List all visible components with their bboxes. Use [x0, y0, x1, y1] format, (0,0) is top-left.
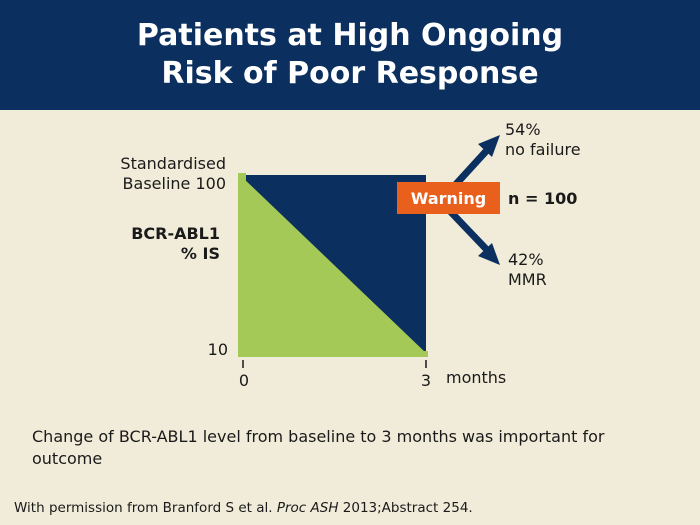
warning-badge: Warning — [397, 182, 500, 214]
y-bottom-label: 10 — [207, 340, 228, 359]
slide-caption: Change of BCR-ABL1 level from baseline t… — [32, 427, 605, 468]
x-axis-bar — [238, 351, 428, 357]
slide-header: Patients at High Ongoing Risk of Poor Re… — [0, 0, 700, 110]
y-axis-bar — [238, 173, 246, 355]
citation-suffix: 2013;Abstract 254. — [338, 500, 473, 516]
outcome-down-line-1: 42% — [508, 250, 544, 269]
green-triangle — [240, 175, 426, 353]
y-axis-title-line-1: BCR-ABL1 — [131, 224, 220, 243]
arrow-down-head — [478, 243, 500, 265]
y-top-label: Standardised Baseline 100 — [90, 154, 226, 194]
outcome-up-line-1: 54% — [505, 120, 541, 139]
x-unit-label: months — [446, 368, 507, 387]
arrow-down-shaft — [444, 205, 492, 255]
arrow-up-head — [478, 135, 500, 157]
x-tick-label-3: 3 — [420, 371, 432, 390]
outcome-down-line-2: MMR — [508, 270, 547, 289]
citation-footer: With permission from Branford S et al. P… — [14, 500, 473, 516]
y-top-label-line-1: Standardised — [120, 154, 226, 173]
outcome-up: 54% no failure — [505, 120, 581, 160]
slide-title: Patients at High Ongoing Risk of Poor Re… — [50, 17, 650, 93]
outcome-down: 42% MMR — [508, 250, 547, 290]
x-tick-label-0: 0 — [238, 371, 250, 390]
citation-prefix: With permission from Branford S et al. — [14, 500, 277, 516]
title-line-1: Patients at High Ongoing — [136, 18, 564, 53]
outcome-up-line-2: no failure — [505, 140, 581, 159]
citation-journal: Proc ASH — [276, 500, 339, 516]
y-axis-title: BCR-ABL1 % IS — [100, 224, 220, 264]
title-line-2: Risk of Poor Response — [161, 56, 539, 91]
n-label: n = 100 — [508, 189, 578, 208]
y-axis-title-line-2: % IS — [180, 244, 220, 263]
y-top-label-line-2: Baseline 100 — [122, 174, 226, 193]
